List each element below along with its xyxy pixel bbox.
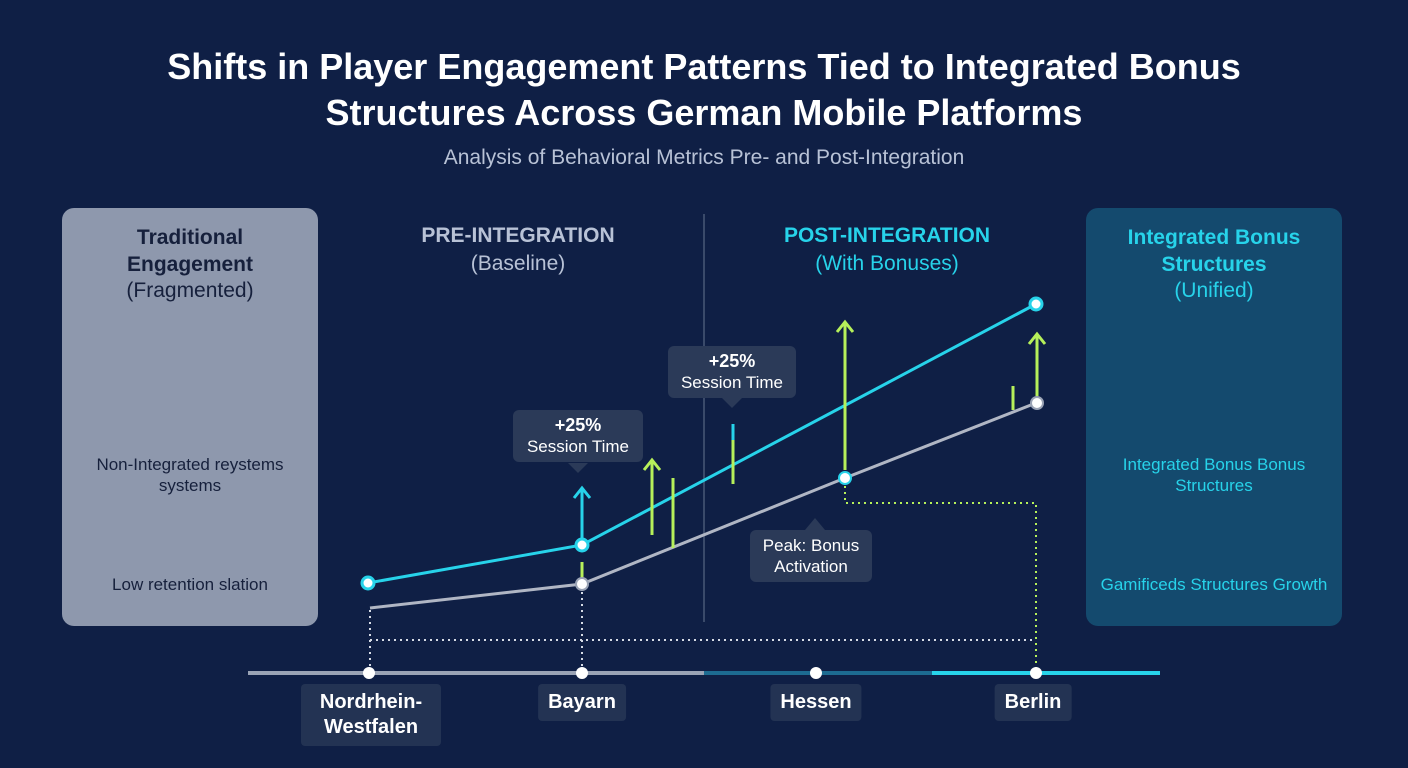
callout-label: Peak: Bonus Activation	[762, 536, 860, 576]
callout-pointer	[568, 463, 588, 473]
panel-title: Integrated Bonus Structures	[1127, 226, 1301, 276]
callout-label: Session Time	[526, 437, 630, 456]
phase-title: PRE-INTEGRATION	[421, 224, 615, 247]
panel-item: Integrated Bonus Bonus Structures	[1122, 455, 1306, 495]
phase-label: PRE-INTEGRATION (Baseline)	[368, 222, 668, 278]
panel-subtitle: (Unified)	[1174, 279, 1254, 302]
uplift-arrows	[580, 319, 1047, 582]
phase-title: POST-INTEGRATION	[783, 224, 991, 247]
panel-title: Traditional Engagement	[126, 226, 254, 276]
subtitle: Analysis of Behavioral Metrics Pre- and …	[443, 146, 965, 169]
uplift-arrows	[572, 424, 735, 540]
region-label: Nordrhein-Westfalen	[301, 684, 441, 746]
region-label: Hessen	[770, 684, 862, 721]
panel-item: Gamificeds Structures Growth	[1100, 575, 1328, 594]
baseline-points	[575, 396, 1044, 591]
bonus-points	[360, 296, 1044, 591]
guide-lines	[369, 586, 1036, 668]
phase-subtitle: (Baseline)	[470, 252, 566, 275]
region-label: Bayarn	[538, 684, 626, 721]
panel-subtitle: (Fragmented)	[126, 279, 254, 302]
callout: Peak: Bonus Activation	[750, 530, 872, 582]
right-panel: Integrated Bonus Structures (Unified) In…	[1086, 208, 1342, 626]
callout-label: Session Time	[680, 373, 784, 392]
region-label: Berlin	[994, 684, 1072, 721]
callout: +25% Session Time	[513, 410, 643, 462]
timeline-dots	[363, 667, 1042, 679]
callout-pointer	[722, 398, 742, 408]
phase-subtitle: (With Bonuses)	[815, 252, 959, 275]
left-panel: Traditional Engagement (Fragmented) Non-…	[62, 208, 318, 626]
title: Shifts in Player Engagement Patterns Tie…	[167, 46, 1241, 133]
panel-item: Low retention slation	[112, 575, 268, 594]
baseline-line	[369, 401, 1037, 610]
callout-value: +25%	[708, 351, 756, 371]
callout: +25% Session Time	[668, 346, 796, 398]
panel-item: Non-Integrated reystems systems	[96, 455, 284, 495]
callout-pointer	[805, 518, 825, 530]
callout-value: +25%	[554, 415, 602, 435]
phase-label: POST-INTEGRATION (With Bonuses)	[737, 222, 1037, 278]
